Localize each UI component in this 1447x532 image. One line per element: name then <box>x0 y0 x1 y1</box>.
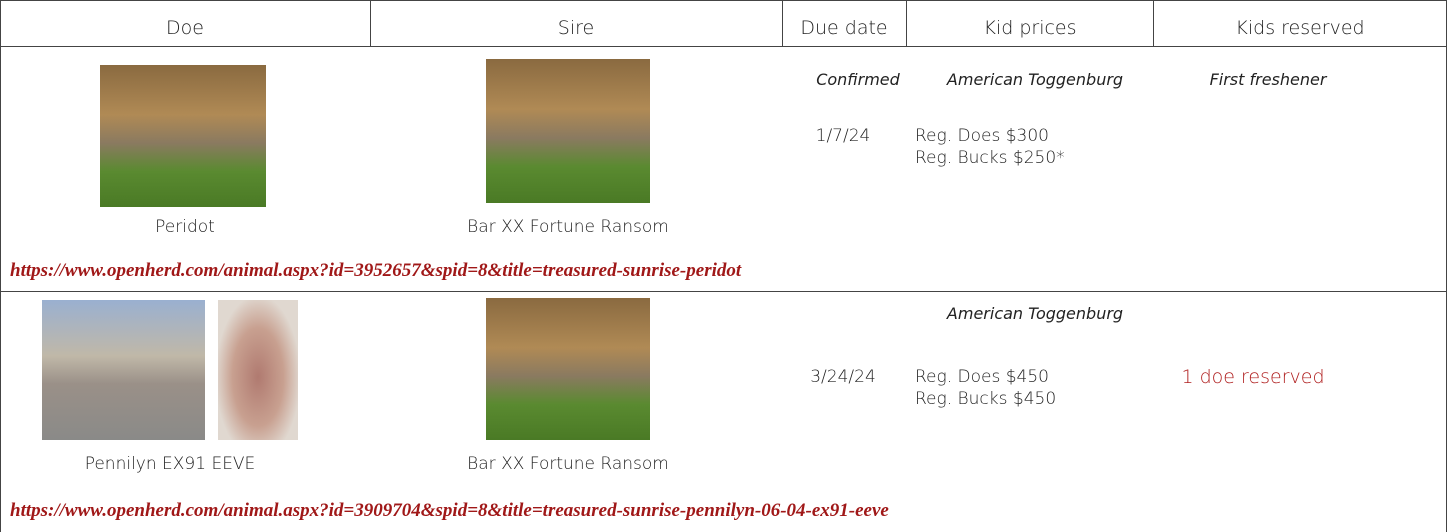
doe-photo <box>218 300 298 440</box>
price: Reg. Bucks $450 <box>915 389 1057 409</box>
doe-photo <box>42 300 205 440</box>
doe-name: Peridot <box>155 217 215 237</box>
column-header: Due date <box>800 17 888 39</box>
reserved: 1 doe reserved <box>1181 366 1325 388</box>
border <box>782 0 783 46</box>
column-header: Doe <box>166 17 204 39</box>
border <box>0 0 1 532</box>
sire-photo <box>486 59 650 203</box>
border <box>1153 0 1154 46</box>
border <box>0 0 1447 1</box>
border <box>906 0 907 46</box>
due-note: Confirmed <box>816 70 900 89</box>
border <box>0 46 1447 47</box>
sire-name: Bar XX Fortune Ransom <box>467 217 669 237</box>
due-date: 3/24/24 <box>810 367 876 387</box>
border <box>370 0 371 46</box>
column-header: Sire <box>557 17 595 39</box>
sire-name: Bar XX Fortune Ransom <box>467 454 669 474</box>
breed: American Toggenburg <box>946 304 1124 323</box>
column-header: Kid prices <box>983 17 1077 39</box>
due-date: 1/7/24 <box>815 126 871 146</box>
doe-note: First freshener <box>1209 70 1327 89</box>
link[interactable]: https://www.openherd.com/animal.aspx?id=… <box>10 500 889 521</box>
breed: American Toggenburg <box>946 70 1124 89</box>
link[interactable]: https://www.openherd.com/animal.aspx?id=… <box>10 260 742 281</box>
price: Reg. Does $300 <box>915 126 1049 146</box>
doe-name: Pennilyn EX91 EEVE <box>84 454 256 474</box>
price: Reg. Bucks $250* <box>915 148 1065 168</box>
price: Reg. Does $450 <box>915 367 1049 387</box>
sire-photo <box>486 298 650 440</box>
border <box>0 291 1447 292</box>
doe-photo <box>100 65 266 207</box>
column-header: Kids reserved <box>1235 17 1365 39</box>
